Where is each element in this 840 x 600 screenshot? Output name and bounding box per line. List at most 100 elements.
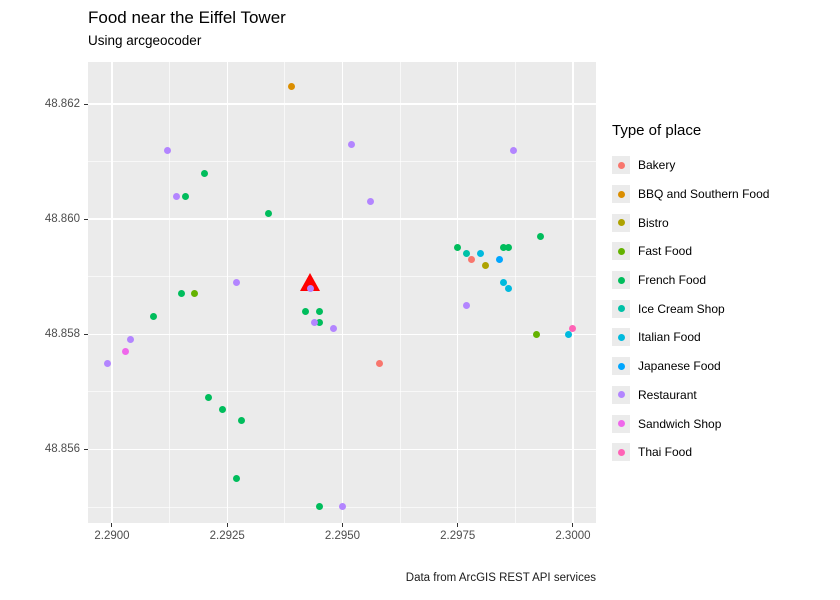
data-point [468,255,476,263]
gridline [88,218,596,220]
data-point [348,140,356,148]
data-point [477,250,485,258]
legend-key-swatch [612,443,630,462]
gridline [399,62,401,523]
data-point [182,192,190,200]
data-point [311,319,319,327]
data-point [103,359,111,367]
legend-dot-icon [617,333,625,341]
gridline [88,333,596,335]
legend-key-swatch [612,385,630,404]
x-tick-label: 2.2950 [324,530,361,542]
legend-key-swatch [612,414,630,433]
legend-item-label: BBQ and Southern Food [638,187,770,202]
data-point [315,503,323,511]
x-tick-mark [111,523,113,527]
gridline [169,62,170,523]
y-tick-mark [84,218,88,220]
data-point [454,244,462,252]
data-point [500,244,508,252]
legend-key-swatch [612,271,630,290]
data-point [463,301,471,309]
data-point [463,250,471,258]
x-tick-mark [457,523,459,527]
data-point [532,330,540,338]
legend-item: Bakery [612,151,832,180]
data-point [537,232,545,240]
legend-key-swatch [612,357,630,376]
legend-item-label: Bakery [638,158,676,173]
y-tick-label: 48.856 [44,443,80,456]
legend-item-label: Japanese Food [638,359,721,374]
legend-item: Sandwich Shop [612,409,832,438]
data-point [504,244,512,252]
data-point [219,405,227,413]
legend-item-label: Restaurant [638,387,697,402]
legend-item: Bistro [612,208,832,237]
x-tick-label: 2.2900 [94,530,130,542]
legend-dot-icon [617,190,625,198]
data-point [338,503,346,511]
legend-item-label: Italian Food [638,330,701,345]
legend-dot-icon [617,219,625,227]
data-point [149,313,157,321]
y-tick-label: 48.858 [44,328,80,341]
gridline [457,62,459,523]
data-point [177,290,185,298]
data-point [329,324,337,332]
legend-item-label: Sandwich Shop [638,416,722,431]
x-tick-mark [341,523,343,527]
data-point [265,209,273,217]
legend-dot-icon [617,362,625,370]
gridline [111,62,113,523]
x-tick-label: 2.2975 [440,530,476,542]
eiffel-tower-marker [300,272,321,291]
legend-dot-icon [617,247,625,255]
gridline [88,103,596,105]
legend-item: Italian Food [612,323,832,352]
x-tick-mark [572,523,574,527]
data-point [366,198,374,206]
data-point [126,336,134,344]
data-point [306,284,314,292]
data-point [495,255,503,263]
legend-item: Thai Food [612,438,832,467]
y-tick-label: 48.860 [44,213,80,226]
legend-dot-icon [617,420,625,428]
data-point [375,359,383,367]
gridline [514,62,516,523]
chart-subtitle: Using arcgeocoder [88,33,202,48]
data-point [205,394,213,402]
legend-item: BBQ and Southern Food [612,180,832,209]
legend-item: Restaurant [612,381,832,410]
data-point [302,307,310,315]
data-point [315,319,323,327]
legend-item: Ice Cream Shop [612,294,832,323]
page-title: Food near the Eiffel Tower [88,8,286,27]
data-point [564,330,572,338]
y-tick-mark [84,448,88,450]
legend-item: Japanese Food [612,352,832,381]
gridline [341,62,344,523]
data-point [504,284,512,292]
data-point [200,169,208,177]
legend-key-swatch [612,242,630,261]
legend-key-swatch [612,213,630,232]
legend-item-label: Ice Cream Shop [638,301,725,316]
data-point [122,347,130,355]
y-tick-mark [84,333,88,335]
legend-item: Fast Food [612,237,832,266]
y-tick-label: 48.862 [44,98,80,110]
legend-dot-icon [617,276,625,284]
legend: Type of place Bakery BBQ and Southern Foo… [612,122,832,467]
data-point [481,261,489,269]
x-tick-label: 2.2925 [209,530,245,542]
legend-dot-icon [617,305,625,313]
legend-dot-icon [617,161,625,169]
legend-key-swatch [612,299,630,318]
legend-item-label: Bistro [638,215,669,230]
data-point [315,307,323,315]
data-point [191,290,199,298]
legend-item: French Food [612,266,832,295]
